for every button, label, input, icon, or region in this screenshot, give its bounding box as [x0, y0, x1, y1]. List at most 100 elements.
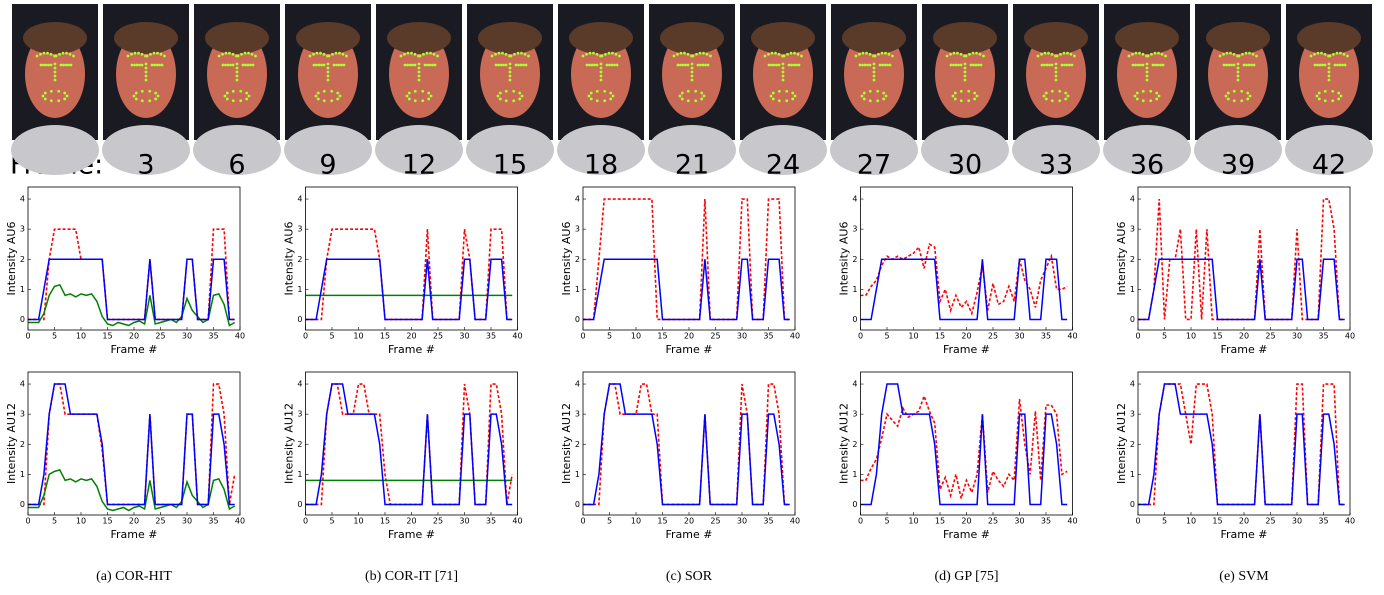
landmark [862, 97, 866, 101]
landmark [39, 63, 43, 67]
landmark [316, 91, 320, 95]
x-tick-label: 30 [182, 332, 192, 341]
landmark [681, 63, 685, 67]
face-image [1285, 4, 1373, 175]
landmark [429, 94, 433, 98]
plot: 0 5 10 15 20 25 30 35 40 0 1 2 3 4 Frame # Intensity AU… [838, 371, 1078, 541]
landmark [882, 97, 886, 101]
plot: 0 5 10 15 20 25 30 35 40 0 1 2 3 4 Frame # Intensity AU… [1115, 186, 1355, 356]
landmark [1145, 62, 1149, 66]
x-axis-label: Frame # [943, 528, 990, 541]
x-tick-label: 35 [763, 517, 773, 526]
landmark [967, 89, 971, 93]
landmark [949, 63, 953, 67]
landmark [1160, 52, 1164, 56]
landmark [1230, 63, 1233, 67]
landmark [140, 99, 144, 103]
plot: 0 5 10 15 20 25 30 35 40 0 1 2 3 4 Frame # Intensity AU… [560, 186, 800, 356]
landmark [1138, 51, 1141, 55]
landmark [42, 51, 46, 55]
y-tick-label: 3 [1130, 225, 1135, 234]
x-tick-label: 40 [235, 517, 245, 526]
landmark [1248, 51, 1251, 55]
landmark [47, 63, 50, 67]
x-tick-label: 30 [182, 517, 192, 526]
landmark [1342, 52, 1346, 56]
x-tick-label: 0 [303, 332, 308, 341]
landmark [1050, 99, 1054, 103]
landmark [969, 63, 973, 67]
hair [569, 22, 633, 54]
landmark [679, 63, 682, 67]
x-tick-label: 30 [459, 332, 469, 341]
landmark [1323, 52, 1327, 56]
x-tick-label: 10 [631, 332, 641, 341]
landmark [320, 63, 323, 67]
landmark [326, 62, 330, 66]
landmark [599, 54, 602, 58]
landmark [160, 63, 164, 67]
landmark [148, 99, 152, 103]
landmark [223, 94, 227, 98]
series-line [28, 258, 235, 321]
landmark [501, 51, 504, 55]
landmark [337, 63, 341, 67]
landmark [312, 52, 315, 56]
landmark [1141, 52, 1145, 56]
y-tick-label: 0 [852, 315, 857, 324]
landmark [149, 52, 152, 56]
x-tick-label: 30 [737, 517, 747, 526]
x-axis-label: Frame # [111, 343, 158, 356]
landmark [705, 52, 709, 56]
landmark [593, 63, 596, 67]
x-tick-label: 10 [631, 517, 641, 526]
landmark [317, 63, 321, 67]
x-tick-label: 20 [684, 332, 694, 341]
landmark [312, 63, 316, 67]
frame-number: 33 [1039, 150, 1073, 181]
landmark [494, 63, 498, 67]
landmark [154, 97, 158, 101]
landmark [63, 97, 67, 101]
x-tick-label: 40 [235, 332, 245, 341]
landmark [1320, 51, 1323, 55]
landmark [407, 97, 411, 101]
landmark [690, 78, 694, 82]
landmark [399, 54, 403, 58]
landmark [224, 51, 228, 55]
landmark [425, 51, 429, 55]
landmark [1047, 51, 1050, 55]
landmark [1048, 63, 1051, 67]
landmark [140, 89, 144, 93]
landmark [336, 91, 340, 95]
landmark [696, 63, 700, 67]
shirt [830, 125, 918, 175]
landmark [428, 63, 432, 67]
landmark [872, 62, 876, 66]
series-line [860, 258, 1068, 321]
landmark [1134, 51, 1138, 55]
landmark [508, 66, 512, 70]
landmark [44, 63, 48, 67]
landmark [41, 94, 45, 98]
landmark [694, 89, 698, 93]
landmark [527, 54, 530, 58]
face-image [1194, 4, 1282, 175]
landmark [1145, 54, 1148, 58]
series-line [28, 228, 235, 321]
landmark [1073, 54, 1076, 58]
hair [1297, 22, 1361, 54]
landmark [39, 52, 42, 56]
series-line [1138, 258, 1345, 321]
landmark [684, 63, 687, 67]
landmark [1050, 63, 1054, 67]
landmark [771, 97, 775, 101]
landmark [690, 74, 694, 78]
landmark [1232, 63, 1236, 67]
landmark [64, 63, 68, 67]
landmark [1145, 74, 1149, 78]
landmark [247, 51, 250, 55]
landmark [978, 52, 982, 56]
frame-number: 39 [1221, 150, 1255, 181]
landmark [881, 63, 884, 67]
